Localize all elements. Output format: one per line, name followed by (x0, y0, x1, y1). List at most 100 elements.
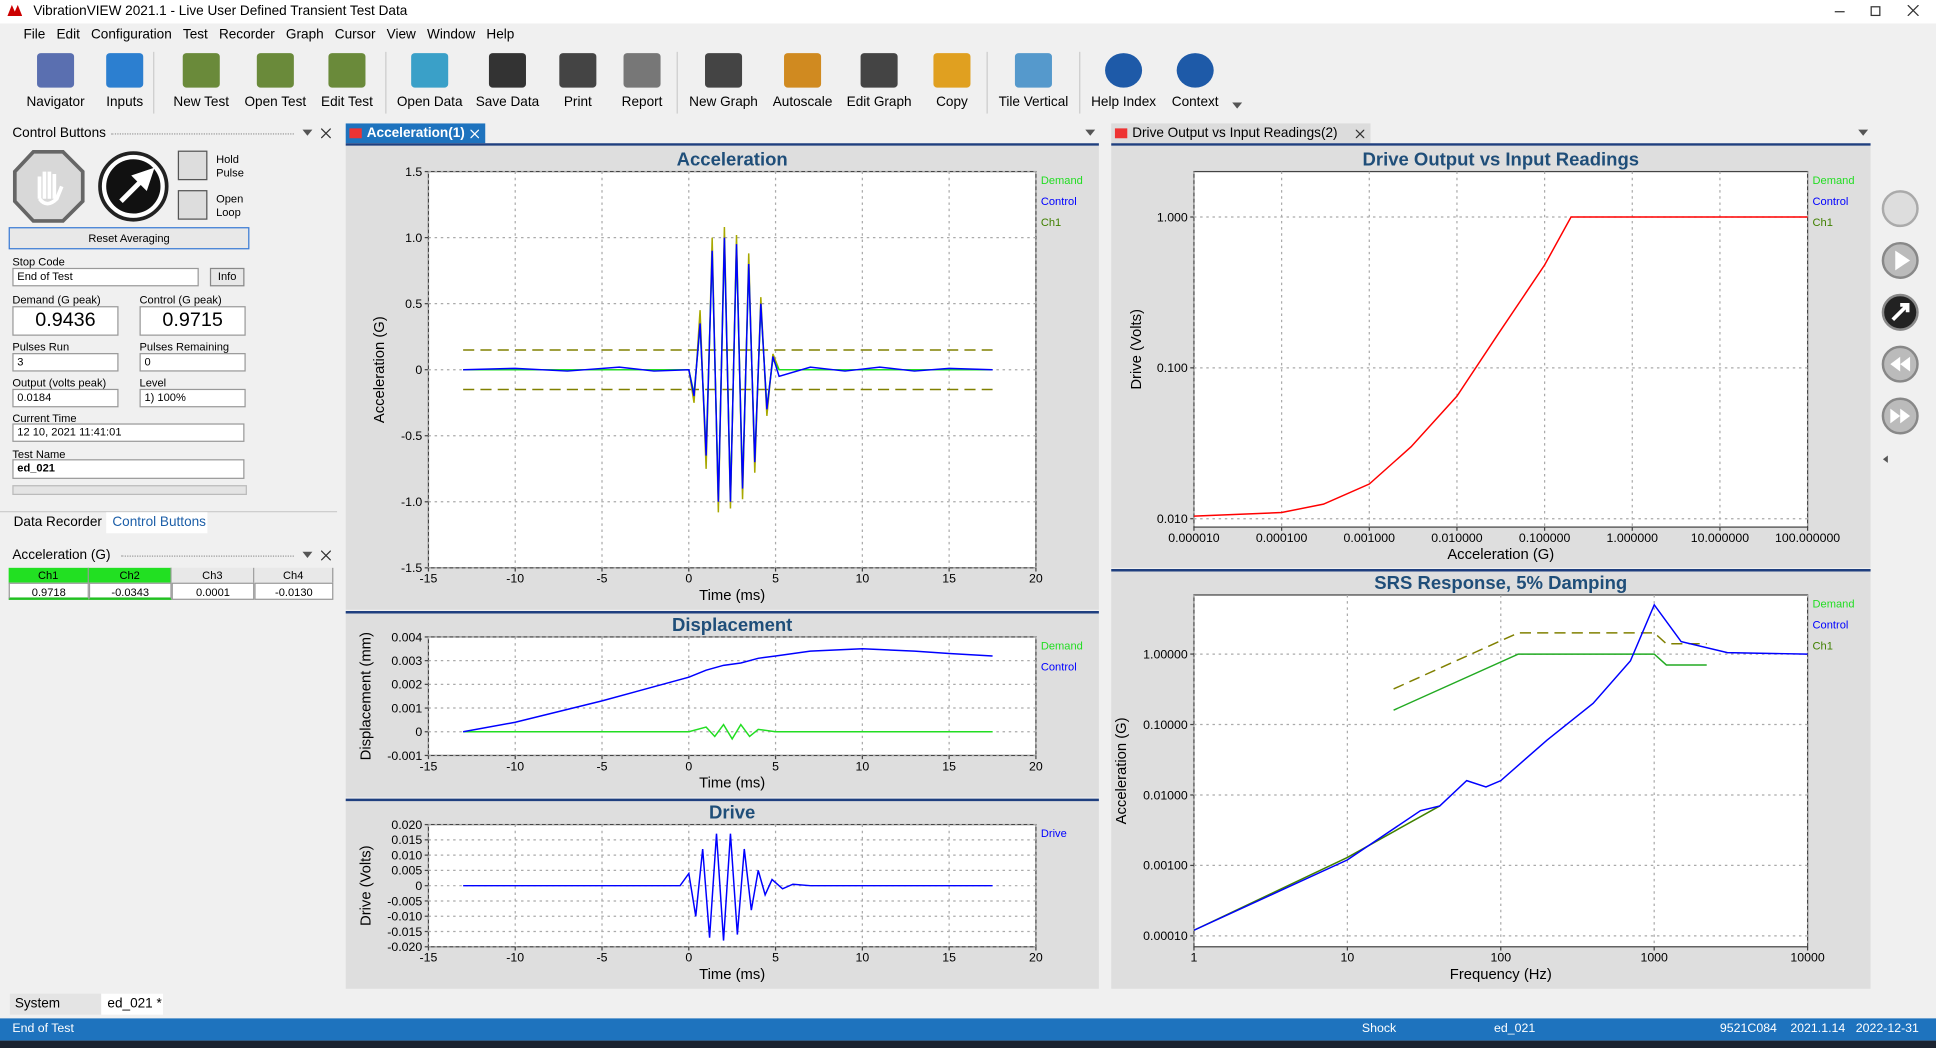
bottom-tab-active[interactable]: ed_021 * (101, 993, 163, 1015)
status-item: ed_021 (1493, 1022, 1536, 1036)
plot-area (1193, 170, 1809, 528)
toolbar-separator (986, 51, 988, 114)
toolbar-icon[interactable] (860, 53, 898, 88)
y-tick-label: 0.01000 (1143, 788, 1188, 802)
menu-item[interactable]: Edit (56, 27, 80, 42)
x-tick-label: 0 (685, 951, 692, 965)
info-button[interactable]: Info (209, 267, 245, 287)
hold-checkbox[interactable] (177, 150, 208, 181)
panel-menu[interactable] (302, 129, 313, 141)
x-tick-label: 0 (685, 759, 692, 773)
toolbar-icon[interactable] (182, 53, 220, 88)
y-tick-label: 0.003 (391, 654, 422, 668)
toolbar-icon[interactable] (488, 53, 526, 88)
tab[interactable]: Drive Output vs Input Readings(2) (1111, 123, 1371, 144)
side-stop[interactable] (1881, 190, 1919, 228)
legend-entry: Control (1813, 196, 1849, 208)
tab-active[interactable]: Control Buttons (106, 512, 208, 534)
test-name-field: ed_021 (12, 459, 245, 479)
x-tick-label: -15 (420, 759, 438, 773)
toolbar-label[interactable]: Open Data (396, 95, 463, 110)
toolbar-icon[interactable] (1105, 53, 1143, 88)
toolbar-label[interactable]: Print (563, 95, 592, 110)
toolbar-label[interactable]: Autoscale (772, 95, 833, 110)
toolbar-icon[interactable] (256, 53, 294, 88)
toolbar-label[interactable]: Report (621, 95, 663, 110)
bottom-tab[interactable]: System Check (9, 993, 102, 1032)
tab-active[interactable]: Acceleration(1) (345, 123, 486, 144)
data-line (1193, 603, 1808, 931)
collapse-arrow[interactable] (1882, 455, 1888, 463)
toolbar-label[interactable]: New Test (173, 95, 230, 110)
toolbar-label[interactable]: Save Data (475, 95, 540, 110)
reset-button[interactable]: Reset Averaging (8, 227, 250, 250)
toolbar-icon[interactable] (784, 53, 822, 88)
toolbar-label[interactable]: Inputs (106, 95, 144, 110)
tab[interactable]: Data Recorder (13, 514, 102, 530)
toolbar-icon[interactable] (411, 53, 449, 88)
menu-item[interactable]: Configuration (91, 27, 172, 42)
channel-table: Ch1 0.9718 Ch2 -0.0343 Ch3 0.0001 Ch4 -0.0130 (8, 567, 335, 601)
data-line (1393, 653, 1707, 711)
toolbar-label[interactable]: Help Index (1091, 95, 1157, 110)
y-tick-label: 0 (415, 363, 422, 377)
menu-item[interactable]: Cursor (334, 27, 376, 42)
hand-icon (37, 171, 64, 206)
x-tick-label: -5 (597, 572, 608, 586)
toolbar-label[interactable]: New Graph (689, 95, 758, 110)
tab-close[interactable] (1355, 129, 1365, 139)
toolbar-label[interactable]: Copy (936, 95, 968, 110)
toolbar-icon[interactable] (1176, 53, 1214, 88)
x-axis-label: Frequency (Hz) (1450, 967, 1552, 983)
restore-button[interactable] (1870, 6, 1881, 17)
panel-close[interactable] (321, 128, 331, 139)
toolbar-icon[interactable] (1014, 53, 1052, 88)
menu-item[interactable]: Window (426, 27, 476, 42)
tab-menu[interactable] (1085, 129, 1096, 141)
toolbar-icon[interactable] (37, 53, 75, 88)
menu-item[interactable]: File (23, 27, 46, 42)
title-bar: VibrationVIEW 2021.1 - Live User Defined… (0, 0, 1936, 24)
chart-title: Displacement (672, 614, 792, 635)
x-tick-label: 15 (942, 759, 956, 773)
panel-close[interactable] (321, 550, 331, 561)
panel-menu[interactable] (302, 551, 313, 563)
x-tick-label: 0.010000 (1431, 531, 1483, 545)
toolbar-label[interactable]: Edit Graph (846, 95, 912, 110)
panel-title: Acceleration (G) (12, 548, 111, 563)
x-tick-label: 1.000000 (1607, 531, 1659, 545)
toolbar-icon[interactable] (705, 53, 743, 88)
close-button[interactable] (1907, 4, 1919, 17)
run-arrow (119, 167, 155, 203)
toolbar-label[interactable]: Tile Vertical (998, 95, 1069, 110)
status-item: 2021.1.14 (1790, 1022, 1846, 1036)
status-item: 2022-12-31 (1855, 1022, 1919, 1036)
menu-item[interactable]: Help (486, 27, 515, 42)
y-tick-label: 0.5 (405, 297, 422, 311)
toolbar-icon[interactable] (106, 53, 144, 88)
tab-menu[interactable] (1858, 129, 1869, 141)
menu-item[interactable]: Test (182, 27, 208, 42)
toolbar-separator (676, 51, 678, 114)
tab-close[interactable] (470, 129, 480, 139)
toolbar-separator (1079, 51, 1081, 114)
menu-item[interactable]: View (386, 27, 416, 42)
panel-grip (111, 133, 294, 135)
menu-item[interactable]: Graph (285, 27, 324, 42)
toolbar-label[interactable]: Navigator (26, 95, 85, 110)
toolbar-label[interactable]: Open Test (244, 95, 307, 110)
menu-item[interactable]: Recorder (218, 27, 275, 42)
data-line (463, 833, 993, 941)
data-line (1193, 805, 1441, 931)
toolbar-icon[interactable] (623, 53, 661, 88)
progress-bar (12, 485, 247, 495)
toolbar-icon[interactable] (559, 53, 597, 88)
minimize-button[interactable] (1834, 11, 1845, 13)
toolbar-label[interactable]: Context (1171, 95, 1219, 110)
open-loop-checkbox[interactable] (177, 190, 208, 220)
toolbar-icon[interactable] (933, 53, 971, 88)
toolbar-overflow[interactable] (1232, 102, 1243, 113)
toolbar-label[interactable]: Edit Test (321, 95, 373, 110)
toolbar-icon[interactable] (328, 53, 366, 88)
